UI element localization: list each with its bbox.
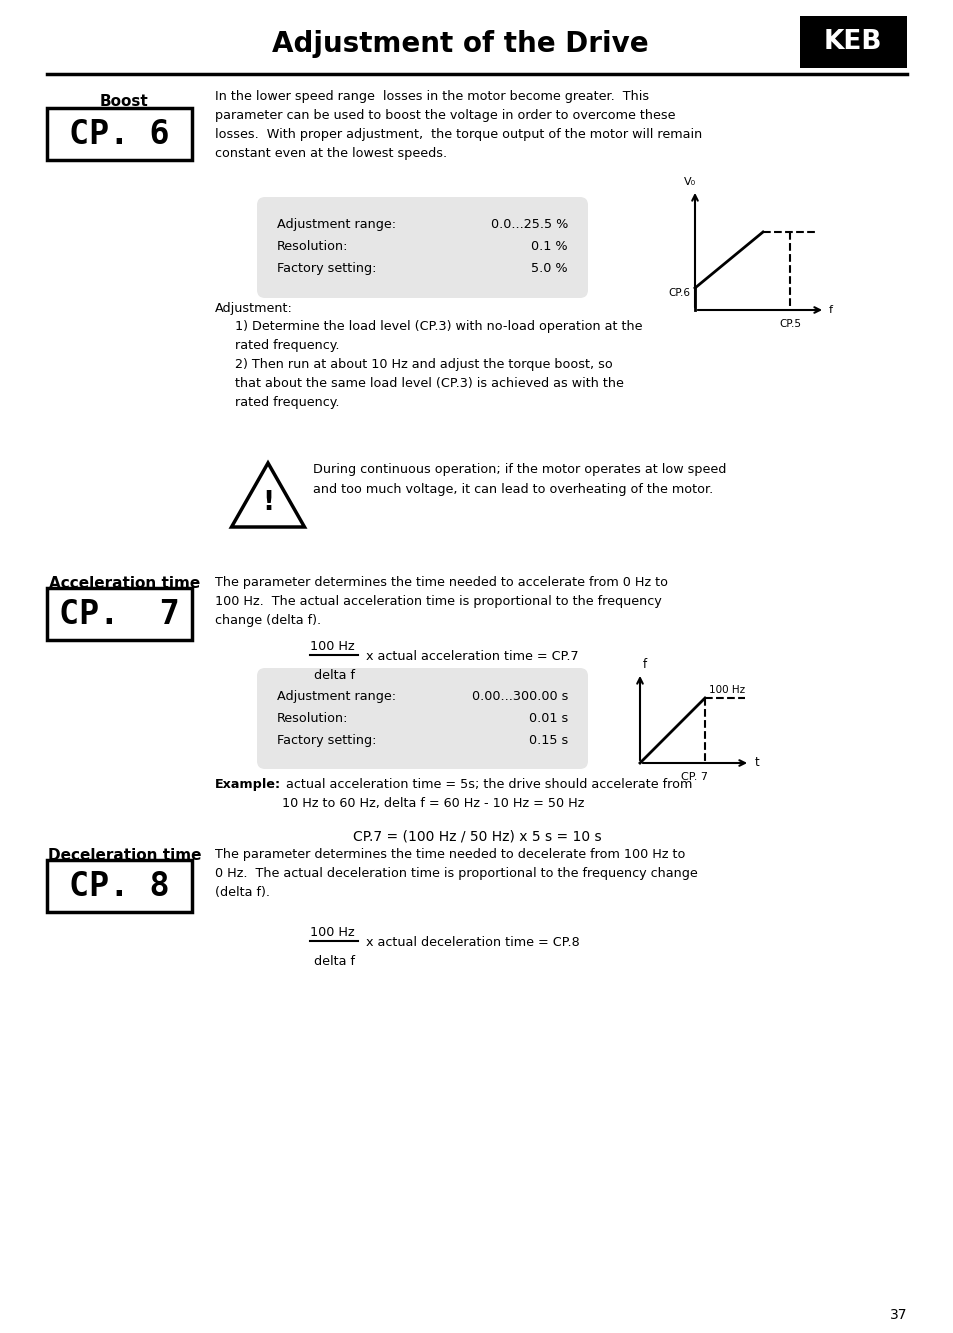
Text: (delta f).: (delta f). (214, 886, 270, 898)
Text: x actual acceleration time = CP.7: x actual acceleration time = CP.7 (361, 651, 578, 664)
Text: 2) Then run at about 10 Hz and adjust the torque boost, so: 2) Then run at about 10 Hz and adjust th… (214, 359, 612, 371)
Text: Example:: Example: (214, 778, 281, 790)
Text: Resolution:: Resolution: (276, 712, 348, 725)
Text: delta f: delta f (314, 669, 355, 682)
Text: Factory setting:: Factory setting: (276, 734, 376, 746)
Text: rated frequency.: rated frequency. (214, 396, 339, 409)
Text: actual acceleration time = 5s; the drive should accelerate from
10 Hz to 60 Hz, : actual acceleration time = 5s; the drive… (282, 778, 692, 810)
Text: parameter can be used to boost the voltage in order to overcome these: parameter can be used to boost the volta… (214, 109, 675, 123)
Text: CP.6: CP.6 (667, 288, 689, 299)
Text: V₀: V₀ (683, 177, 696, 187)
Text: 0.1 %: 0.1 % (531, 240, 567, 253)
Text: The parameter determines the time needed to accelerate from 0 Hz to: The parameter determines the time needed… (214, 576, 667, 589)
Text: In the lower speed range  losses in the motor become greater.  This: In the lower speed range losses in the m… (214, 91, 648, 103)
Text: Adjustment range:: Adjustment range: (276, 690, 395, 702)
Text: constant even at the lowest speeds.: constant even at the lowest speeds. (214, 147, 447, 160)
Text: Factory setting:: Factory setting: (276, 263, 376, 275)
Text: CP. 7: CP. 7 (680, 772, 708, 782)
Text: During continuous operation; if the motor operates at low speed
and too much vol: During continuous operation; if the moto… (313, 463, 725, 496)
Text: Resolution:: Resolution: (276, 240, 348, 253)
Text: 100 Hz: 100 Hz (310, 640, 355, 653)
Text: delta f: delta f (314, 954, 355, 968)
Text: t: t (754, 757, 759, 769)
Text: !: ! (262, 489, 274, 516)
Text: CP.5: CP.5 (779, 319, 801, 329)
Text: losses.  With proper adjustment,  the torque output of the motor will remain: losses. With proper adjustment, the torq… (214, 128, 701, 141)
Text: CP.7 = (100 Hz / 50 Hz) x 5 s = 10 s: CP.7 = (100 Hz / 50 Hz) x 5 s = 10 s (353, 830, 600, 844)
FancyBboxPatch shape (800, 16, 906, 68)
Text: The parameter determines the time needed to decelerate from 100 Hz to: The parameter determines the time needed… (214, 848, 684, 861)
Text: Boost: Boost (100, 95, 149, 109)
FancyBboxPatch shape (256, 668, 587, 769)
Text: CP. 6: CP. 6 (70, 117, 170, 151)
Text: Adjustment:: Adjustment: (214, 303, 293, 315)
Text: 100 Hz: 100 Hz (310, 926, 355, 938)
Text: that about the same load level (CP.3) is achieved as with the: that about the same load level (CP.3) is… (214, 377, 623, 391)
Text: 5.0 %: 5.0 % (531, 263, 567, 275)
Text: 0.00...300.00 s: 0.00...300.00 s (471, 690, 567, 702)
FancyBboxPatch shape (47, 588, 192, 640)
Text: 0.01 s: 0.01 s (528, 712, 567, 725)
FancyBboxPatch shape (47, 860, 192, 912)
Text: 100 Hz: 100 Hz (708, 685, 744, 694)
FancyBboxPatch shape (256, 197, 587, 299)
Text: CP. 8: CP. 8 (70, 869, 170, 902)
Text: Adjustment of the Drive: Adjustment of the Drive (272, 31, 648, 59)
Text: rated frequency.: rated frequency. (214, 339, 339, 352)
Text: 0.0...25.5 %: 0.0...25.5 % (490, 219, 567, 231)
Text: Acceleration time: Acceleration time (49, 576, 200, 591)
Text: 1) Determine the load level (CP.3) with no-load operation at the: 1) Determine the load level (CP.3) with … (214, 320, 641, 333)
Text: 100 Hz.  The actual acceleration time is proportional to the frequency: 100 Hz. The actual acceleration time is … (214, 595, 661, 608)
Text: 37: 37 (888, 1308, 906, 1322)
Text: f: f (828, 305, 832, 315)
Text: x actual deceleration time = CP.8: x actual deceleration time = CP.8 (361, 937, 579, 949)
Text: CP.  7: CP. 7 (59, 597, 180, 631)
Text: f: f (642, 659, 646, 670)
Text: Adjustment range:: Adjustment range: (276, 219, 395, 231)
Text: 0.15 s: 0.15 s (528, 734, 567, 746)
Text: change (delta f).: change (delta f). (214, 615, 321, 627)
FancyBboxPatch shape (47, 108, 192, 160)
Text: 0 Hz.  The actual deceleration time is proportional to the frequency change: 0 Hz. The actual deceleration time is pr… (214, 866, 697, 880)
Text: Deceleration time: Deceleration time (48, 848, 201, 862)
Text: KEB: KEB (822, 29, 882, 55)
